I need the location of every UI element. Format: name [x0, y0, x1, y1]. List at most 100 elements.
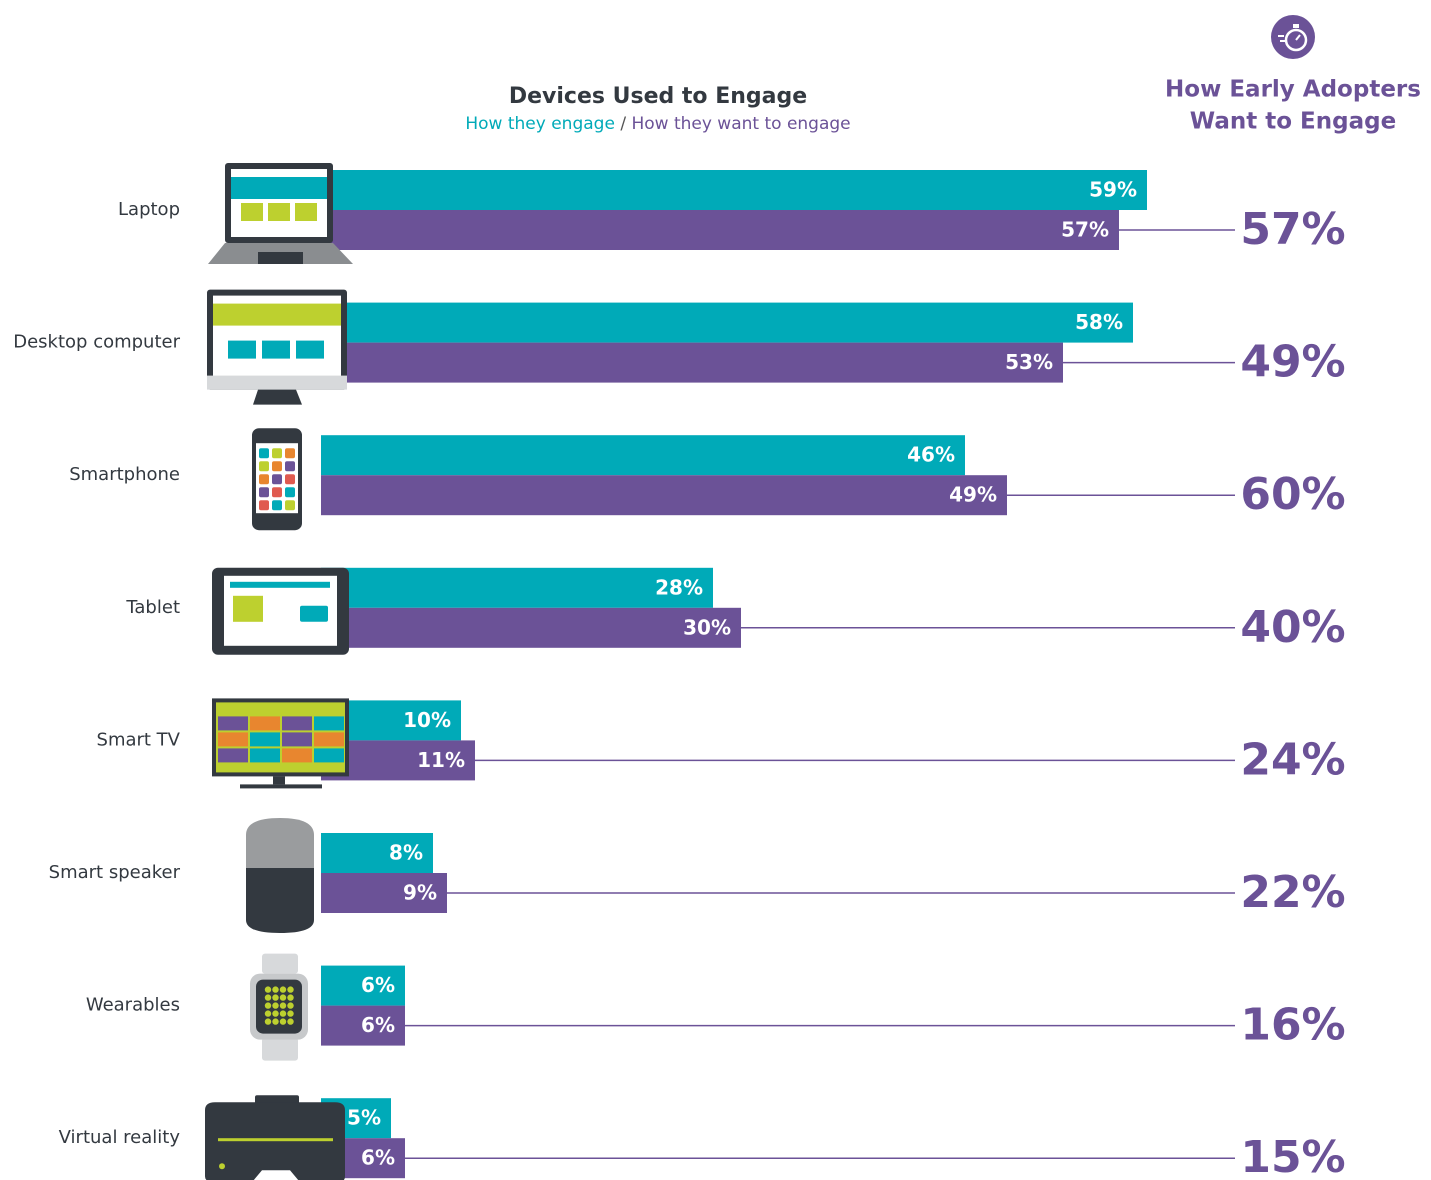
bar-value-label: 11% — [417, 748, 465, 772]
early-adopter-value: 22% — [1240, 867, 1345, 918]
icon-part — [218, 732, 248, 746]
icon-part — [259, 474, 269, 484]
category-label: Virtual reality — [59, 1127, 181, 1148]
early-adopter-value: 40% — [1240, 602, 1345, 653]
bar — [321, 210, 1119, 250]
early-adopters-title: How Early Adopters — [1165, 77, 1421, 103]
icon-part — [250, 732, 280, 746]
icon-part — [296, 341, 324, 359]
icon-part — [246, 868, 314, 933]
icon-part — [272, 448, 282, 458]
category-label: Desktop computer — [13, 332, 180, 353]
category-label: Laptop — [118, 199, 180, 220]
bar-value-label: 6% — [361, 973, 395, 997]
icon-part — [280, 1018, 286, 1024]
legend-separator: / — [620, 114, 626, 134]
bar-value-label: 46% — [907, 443, 955, 467]
stopwatch-icon — [1271, 15, 1315, 59]
icon-part — [265, 1010, 271, 1016]
bar-value-label: 10% — [403, 708, 451, 732]
bar-value-label: 28% — [655, 575, 703, 599]
device-icon — [212, 698, 349, 788]
page: Devices Used to Engage How they engage /… — [0, 0, 1431, 1180]
icon-part — [259, 461, 269, 471]
bar — [321, 343, 1063, 383]
icon-part — [272, 474, 282, 484]
icon-part — [285, 461, 295, 471]
icon-part — [262, 341, 290, 359]
bar-value-label: 49% — [949, 483, 997, 507]
early-adopter-value: 60% — [1240, 469, 1345, 520]
icon-part — [259, 500, 269, 510]
bar-value-label: 6% — [361, 1146, 395, 1170]
icon-part — [268, 203, 290, 221]
icon-part — [240, 784, 322, 788]
icon-part — [314, 732, 344, 746]
icon-part — [282, 732, 312, 746]
device-icon — [205, 1095, 345, 1180]
bar-value-label: 5% — [347, 1106, 381, 1130]
icon-part — [253, 390, 302, 405]
icon-part — [250, 716, 280, 730]
early-adopters-title: Want to Engage — [1190, 109, 1396, 135]
icon-part — [228, 341, 256, 359]
bar-value-label: 53% — [1005, 350, 1053, 374]
icon-part — [287, 1018, 293, 1024]
device-icon — [246, 818, 314, 933]
icon-part — [285, 487, 295, 497]
icon-part — [250, 748, 280, 762]
icon-part — [265, 1018, 271, 1024]
icon-part — [314, 748, 344, 762]
early-adopter-value: 24% — [1240, 734, 1345, 785]
legend-entry: How they want to engage — [631, 114, 850, 134]
icon-part — [265, 986, 271, 992]
icon-part — [282, 716, 312, 730]
icon-part — [262, 954, 298, 974]
icon-part — [272, 487, 282, 497]
bar — [321, 475, 1007, 515]
icon-part — [272, 1018, 278, 1024]
icon-part — [272, 1002, 278, 1008]
icon-part — [287, 1002, 293, 1008]
early-adopter-value: 49% — [1240, 337, 1345, 388]
bar — [321, 303, 1133, 343]
icon-part — [259, 448, 269, 458]
chart: Devices Used to Engage How they engage /… — [0, 0, 1431, 1180]
icon-part — [280, 1002, 286, 1008]
early-adopter-value: 16% — [1240, 1000, 1345, 1051]
category-label: Wearables — [86, 995, 180, 1016]
category-label: Tablet — [125, 597, 180, 618]
icon-part — [272, 986, 278, 992]
icon-part — [231, 177, 327, 199]
icon-part — [213, 304, 341, 326]
icon-part — [272, 994, 278, 1000]
device-icon — [250, 954, 308, 1061]
category-label: Smart TV — [97, 729, 181, 750]
icon-part — [273, 776, 285, 784]
icon-part — [295, 203, 317, 221]
bar-value-label: 8% — [389, 841, 423, 865]
early-adopter-value: 57% — [1240, 204, 1345, 255]
bar-value-label: 30% — [683, 615, 731, 639]
icon-part — [280, 994, 286, 1000]
bar-value-label: 9% — [403, 881, 437, 905]
icon-part — [259, 487, 269, 497]
icon-part — [258, 252, 303, 264]
icon-part — [272, 461, 282, 471]
icon-part — [218, 716, 248, 730]
icon-part — [241, 203, 263, 221]
icon-part — [207, 376, 347, 390]
icon-part — [287, 1010, 293, 1016]
category-label: Smart speaker — [49, 862, 181, 883]
icon-part — [265, 994, 271, 1000]
bar — [321, 170, 1147, 210]
icon-part — [262, 1038, 298, 1061]
icon-part — [246, 818, 314, 868]
bar-value-label: 6% — [361, 1013, 395, 1037]
icon-part — [230, 582, 330, 588]
icon-part — [218, 748, 248, 762]
bar — [321, 608, 741, 648]
bar — [321, 435, 965, 475]
icon-part — [218, 1138, 333, 1141]
legend-entry: How they engage — [465, 114, 615, 134]
